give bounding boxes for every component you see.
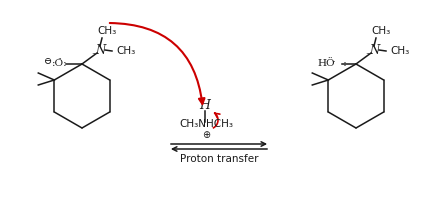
Text: HÖ: HÖ — [317, 60, 334, 69]
Text: :O:: :O: — [52, 60, 67, 69]
FancyArrowPatch shape — [110, 23, 204, 104]
Text: Proton transfer: Proton transfer — [179, 154, 258, 164]
Text: CH₃NHCH₃: CH₃NHCH₃ — [179, 119, 233, 129]
Text: CH₃: CH₃ — [389, 46, 409, 56]
Text: N: N — [95, 43, 105, 57]
Text: CH₃: CH₃ — [97, 26, 117, 36]
Text: ⊖: ⊖ — [44, 57, 52, 65]
Text: CH₃: CH₃ — [116, 46, 135, 56]
Text: ..: .. — [331, 55, 336, 64]
Text: N: N — [368, 43, 378, 57]
Text: CH₃: CH₃ — [371, 26, 390, 36]
Text: H: H — [199, 100, 210, 112]
Text: ⊕: ⊕ — [201, 130, 210, 140]
Text: ..: .. — [92, 48, 96, 56]
Text: :: : — [339, 60, 346, 69]
Text: ..: .. — [57, 53, 62, 61]
Text: ..: .. — [365, 48, 370, 56]
